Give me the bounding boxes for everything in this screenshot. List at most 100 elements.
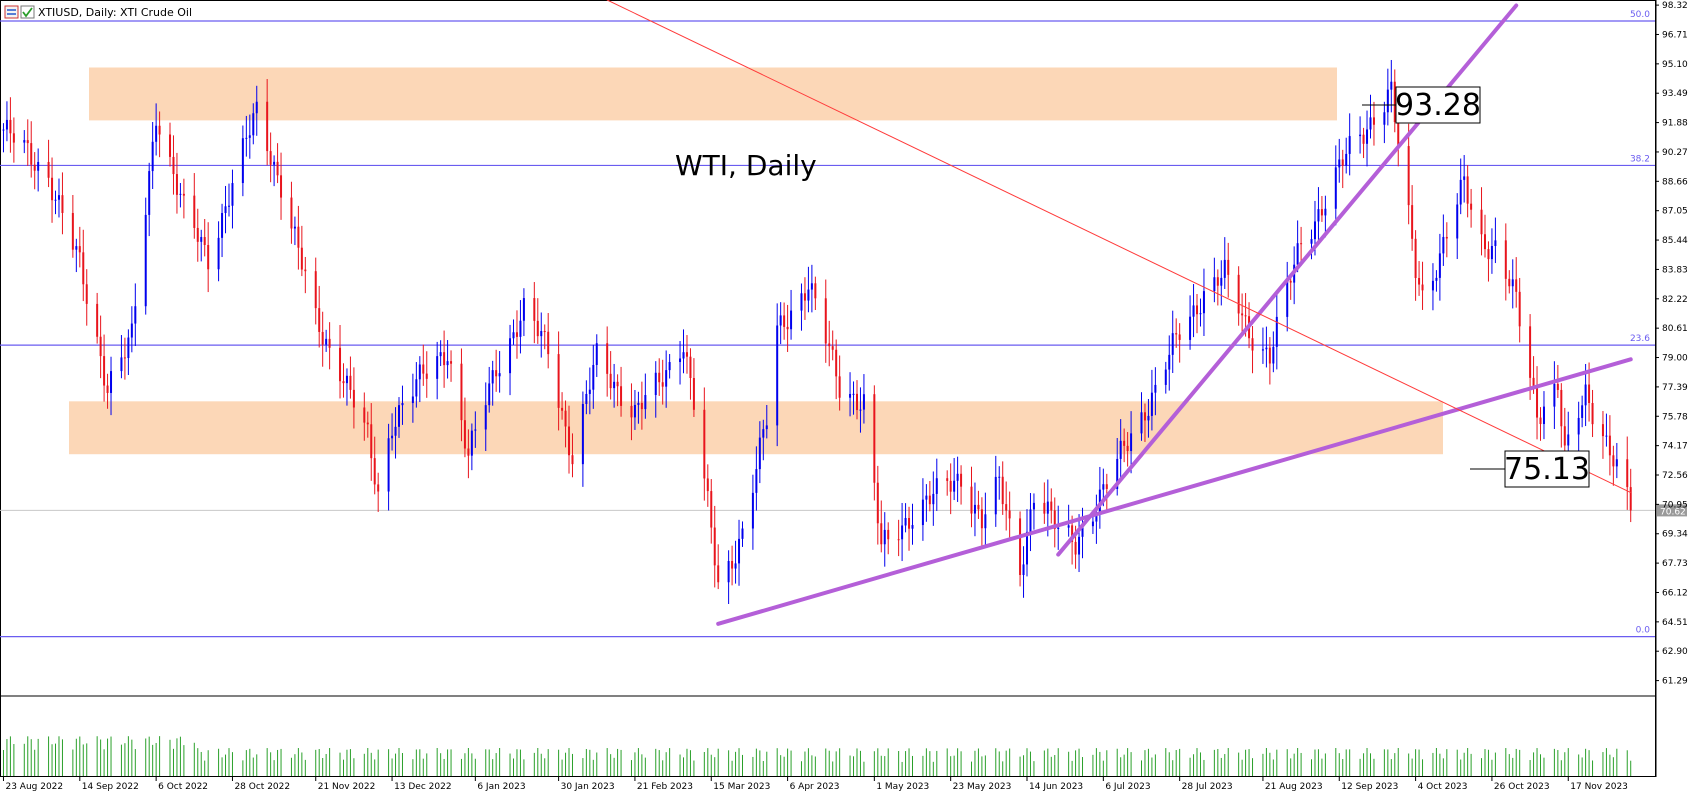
candle-body[interactable] xyxy=(82,252,85,285)
candle-body[interactable] xyxy=(1032,502,1035,510)
candle-body[interactable] xyxy=(366,422,369,425)
candle-body[interactable] xyxy=(873,394,876,483)
candle-body[interactable] xyxy=(297,226,300,248)
candle-body[interactable] xyxy=(1393,81,1396,123)
candle-body[interactable] xyxy=(1289,280,1292,283)
candle-body[interactable] xyxy=(901,525,904,540)
candle-body[interactable] xyxy=(1057,527,1060,530)
candle-body[interactable] xyxy=(536,320,539,337)
candle-body[interactable] xyxy=(1105,484,1108,489)
candle-body[interactable] xyxy=(1338,159,1341,168)
candle-body[interactable] xyxy=(1560,389,1563,427)
candle-body[interactable] xyxy=(613,381,616,389)
candle-body[interactable] xyxy=(193,195,196,228)
candle-body[interactable] xyxy=(1431,280,1434,291)
candle-body[interactable] xyxy=(1366,129,1369,144)
candle-body[interactable] xyxy=(325,338,328,345)
candle-body[interactable] xyxy=(9,119,12,134)
candle-body[interactable] xyxy=(637,402,640,405)
candle-body[interactable] xyxy=(78,246,81,253)
candle-body[interactable] xyxy=(803,293,806,301)
candle-body[interactable] xyxy=(606,343,609,374)
candle-body[interactable] xyxy=(1140,412,1143,434)
candle-body[interactable] xyxy=(738,538,741,564)
candle-body[interactable] xyxy=(571,455,574,465)
candle-body[interactable] xyxy=(12,133,15,143)
candle-body[interactable] xyxy=(665,370,668,387)
candle-body[interactable] xyxy=(443,352,446,366)
candle-body[interactable] xyxy=(1386,89,1389,113)
candle-body[interactable] xyxy=(1192,305,1195,317)
candle-body[interactable] xyxy=(741,528,744,539)
candle-body[interactable] xyxy=(1261,349,1264,351)
candle-body[interactable] xyxy=(1164,369,1167,385)
properties-icon[interactable] xyxy=(20,5,35,19)
candle-body[interactable] xyxy=(1227,259,1230,275)
candle-body[interactable] xyxy=(339,347,342,382)
candle-body[interactable] xyxy=(33,164,36,171)
candle-body[interactable] xyxy=(790,310,793,330)
candle-body[interactable] xyxy=(1005,504,1008,511)
candle-body[interactable] xyxy=(1081,526,1084,537)
candle-body[interactable] xyxy=(273,161,276,165)
candle-body[interactable] xyxy=(1175,333,1178,335)
candle-body[interactable] xyxy=(1577,417,1580,435)
candle-body[interactable] xyxy=(956,473,959,481)
candle-body[interactable] xyxy=(1154,384,1157,393)
candle-body[interactable] xyxy=(960,473,963,487)
candle-body[interactable] xyxy=(1324,208,1327,216)
candle-body[interactable] xyxy=(661,382,664,387)
candle-body[interactable] xyxy=(515,332,518,337)
candle-body[interactable] xyxy=(876,482,879,524)
candle-body[interactable] xyxy=(859,409,862,411)
candle-body[interactable] xyxy=(1407,146,1410,206)
candle-body[interactable] xyxy=(75,246,78,250)
candle-body[interactable] xyxy=(1296,243,1299,265)
candle-body[interactable] xyxy=(1102,484,1105,490)
candle-body[interactable] xyxy=(446,361,449,366)
candle-body[interactable] xyxy=(585,393,588,405)
candle-body[interactable] xyxy=(5,119,8,130)
candle-body[interactable] xyxy=(221,213,224,238)
candle-body[interactable] xyxy=(144,214,147,307)
candle-body[interactable] xyxy=(422,364,425,374)
candle-body[interactable] xyxy=(1601,424,1604,437)
candle-body[interactable] xyxy=(1320,209,1323,216)
candle-body[interactable] xyxy=(415,379,418,397)
candle-body[interactable] xyxy=(1414,238,1417,279)
candle-body[interactable] xyxy=(1202,291,1205,314)
candle-body[interactable] xyxy=(217,237,220,270)
candle-body[interactable] xyxy=(1369,117,1372,130)
candle-body[interactable] xyxy=(394,426,397,436)
candle-body[interactable] xyxy=(564,410,567,427)
candle-body[interactable] xyxy=(30,143,33,165)
candle-body[interactable] xyxy=(495,370,498,377)
candle-body[interactable] xyxy=(155,125,158,142)
candle-body[interactable] xyxy=(755,469,758,493)
candle-body[interactable] xyxy=(849,393,852,398)
candle-body[interactable] xyxy=(852,393,855,395)
candle-body[interactable] xyxy=(352,389,355,408)
candle-body[interactable] xyxy=(1216,277,1219,286)
candle-body[interactable] xyxy=(1563,426,1566,446)
candle-body[interactable] xyxy=(467,448,470,456)
candle-body[interactable] xyxy=(880,523,883,545)
candle-body[interactable] xyxy=(717,565,720,583)
candle-body[interactable] xyxy=(85,284,88,304)
candle-body[interactable] xyxy=(1223,259,1226,278)
candle-body[interactable] xyxy=(980,509,983,529)
candle-body[interactable] xyxy=(932,493,935,505)
candle-body[interactable] xyxy=(692,378,695,410)
candle-body[interactable] xyxy=(196,227,199,242)
candle-body[interactable] xyxy=(1150,392,1153,416)
candle-body[interactable] xyxy=(925,495,928,500)
candle-body[interactable] xyxy=(1213,277,1216,292)
candle-body[interactable] xyxy=(977,504,980,510)
candle-body[interactable] xyxy=(120,357,123,372)
candle-body[interactable] xyxy=(835,349,838,377)
candle-body[interactable] xyxy=(1022,564,1025,575)
candle-body[interactable] xyxy=(1237,274,1240,314)
candle-body[interactable] xyxy=(1542,406,1545,425)
